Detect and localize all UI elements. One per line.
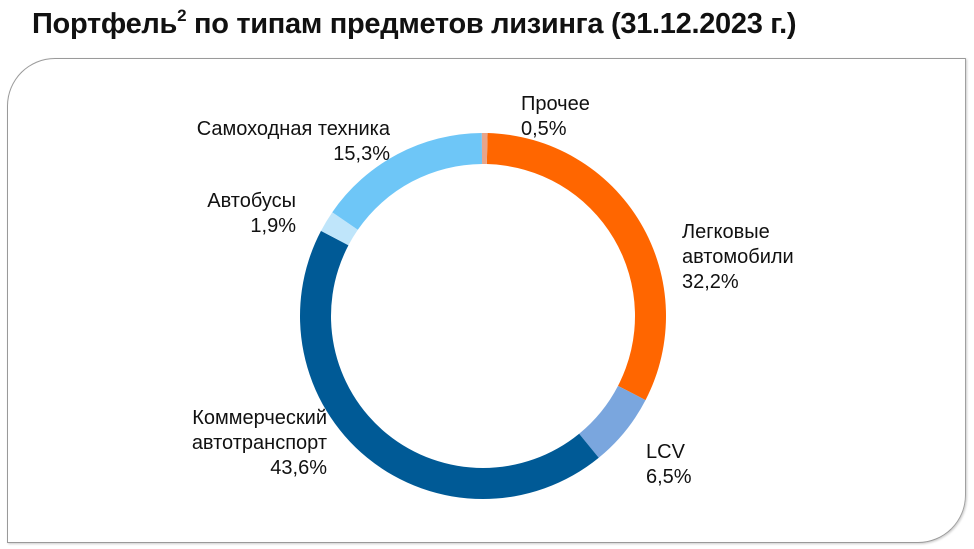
- label-other: Прочее 0,5%: [521, 93, 590, 140]
- page-title: Портфель2 по типам предметов лизинга (31…: [32, 6, 797, 40]
- donut-slice-0: [486, 133, 667, 401]
- donut-slice-1: [579, 385, 646, 458]
- label-lcv: LCV 6,5%: [646, 441, 692, 488]
- chart-frame: [7, 58, 966, 543]
- donut-slice-3: [321, 212, 358, 246]
- label-commercial: Коммерческий автотранспорт 43,6%: [191, 407, 327, 479]
- donut-slice-4: [332, 133, 483, 230]
- donut-slice-2: [299, 230, 599, 500]
- label-buses: Автобусы 1,9%: [207, 190, 296, 237]
- label-cars: Легковые автомобили 32,2%: [682, 221, 794, 293]
- donut-slice-5: [481, 133, 488, 165]
- label-self-propelled: Самоходная техника 15,3%: [196, 118, 390, 165]
